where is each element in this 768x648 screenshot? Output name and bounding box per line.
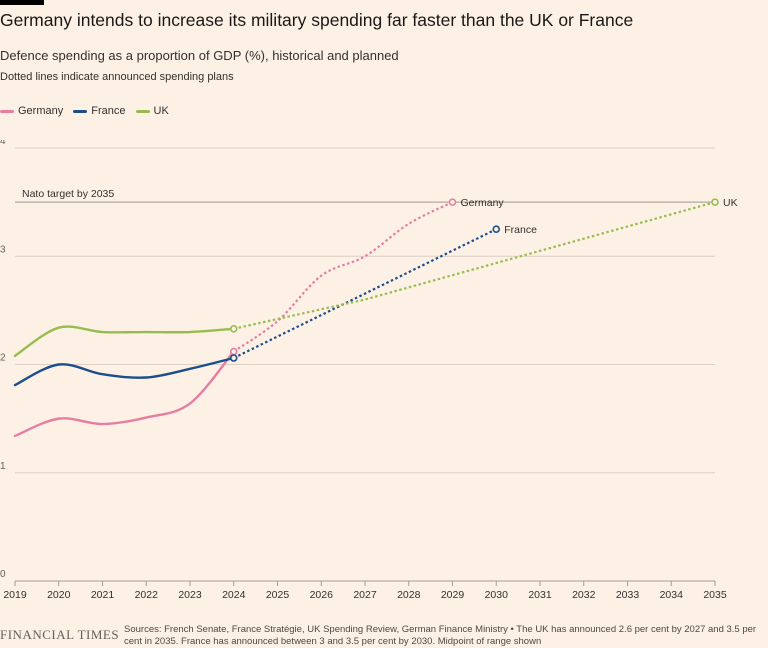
- sources-note: Sources: French Senate, France Stratégie…: [124, 624, 757, 647]
- ft-logo: FINANCIAL TIMES: [0, 627, 120, 642]
- y-tick-label-4: 4: [0, 140, 6, 147]
- brand-accent-bar: [0, 0, 44, 5]
- legend-swatch-germany: [0, 109, 14, 113]
- point-france-2024: [229, 354, 238, 362]
- chart-footer: FINANCIAL TIMES Sources: French Senate, …: [0, 624, 768, 648]
- legend-label-france: France: [91, 105, 126, 117]
- x-tick-label-2024: 2024: [222, 589, 246, 601]
- y-tick-label-1: 1: [0, 461, 6, 472]
- point-germany-end: [448, 198, 457, 206]
- x-tick-label-2026: 2026: [310, 589, 334, 601]
- x-tick-label-2020: 2020: [47, 589, 71, 601]
- x-tick-label-2030: 2030: [485, 589, 509, 601]
- x-tick-label-2021: 2021: [91, 589, 115, 601]
- line-chart: 0 1 2 3 4 2019 2020 2021 2022 2023 2024 2025 2026 202…: [0, 140, 738, 601]
- line-germany-planned: [233, 201, 453, 353]
- y-tick-label-3: 3: [0, 244, 6, 255]
- legend-label-uk: UK: [153, 105, 169, 117]
- chart-legend: Germany France UK: [0, 105, 179, 117]
- legend-item-germany: Germany: [0, 105, 63, 117]
- x-tick-label-2019: 2019: [3, 589, 27, 601]
- y-tick-label-0: 0: [0, 569, 6, 580]
- x-tick-label-2022: 2022: [135, 589, 159, 601]
- line-france-planned: [233, 228, 497, 359]
- line-uk-planned: [233, 201, 716, 330]
- chart-title: Germany intends to increase its military…: [0, 10, 634, 30]
- x-tick-label-2025: 2025: [266, 589, 290, 601]
- x-tick-label-2027: 2027: [353, 589, 377, 601]
- x-tick-label-2035: 2035: [703, 589, 727, 601]
- point-germany-2024: [229, 347, 238, 356]
- end-label-france: France: [504, 224, 537, 236]
- x-tick-label-2029: 2029: [441, 589, 465, 601]
- x-tick-label-2031: 2031: [528, 589, 552, 601]
- point-france-end: [492, 225, 501, 233]
- legend-swatch-france: [73, 109, 88, 113]
- y-tick-label-2: 2: [0, 353, 6, 364]
- end-label-germany: Germany: [461, 197, 505, 209]
- line-germany-historical: [13, 350, 235, 438]
- line-uk-historical: [13, 325, 235, 358]
- x-tick-label-2034: 2034: [660, 589, 684, 601]
- point-uk-end: [711, 198, 719, 206]
- chart-subtitle: Defence spending as a proportion of GDP …: [0, 48, 399, 63]
- end-label-uk: UK: [723, 197, 738, 209]
- legend-item-france: France: [73, 105, 126, 117]
- x-tick-label-2032: 2032: [572, 589, 596, 601]
- chart-note: Dotted lines indicate announced spending…: [0, 71, 234, 83]
- x-tick-label-2028: 2028: [397, 589, 421, 601]
- line-france-historical: [13, 356, 235, 387]
- legend-item-uk: UK: [135, 105, 169, 117]
- point-uk-2024: [229, 324, 238, 333]
- nato-target-label: Nato target by 2035: [22, 188, 114, 200]
- legend-swatch-uk: [135, 109, 150, 113]
- x-tick-label-2033: 2033: [616, 589, 640, 601]
- x-tick-label-2023: 2023: [178, 589, 202, 601]
- legend-label-germany: Germany: [18, 105, 64, 117]
